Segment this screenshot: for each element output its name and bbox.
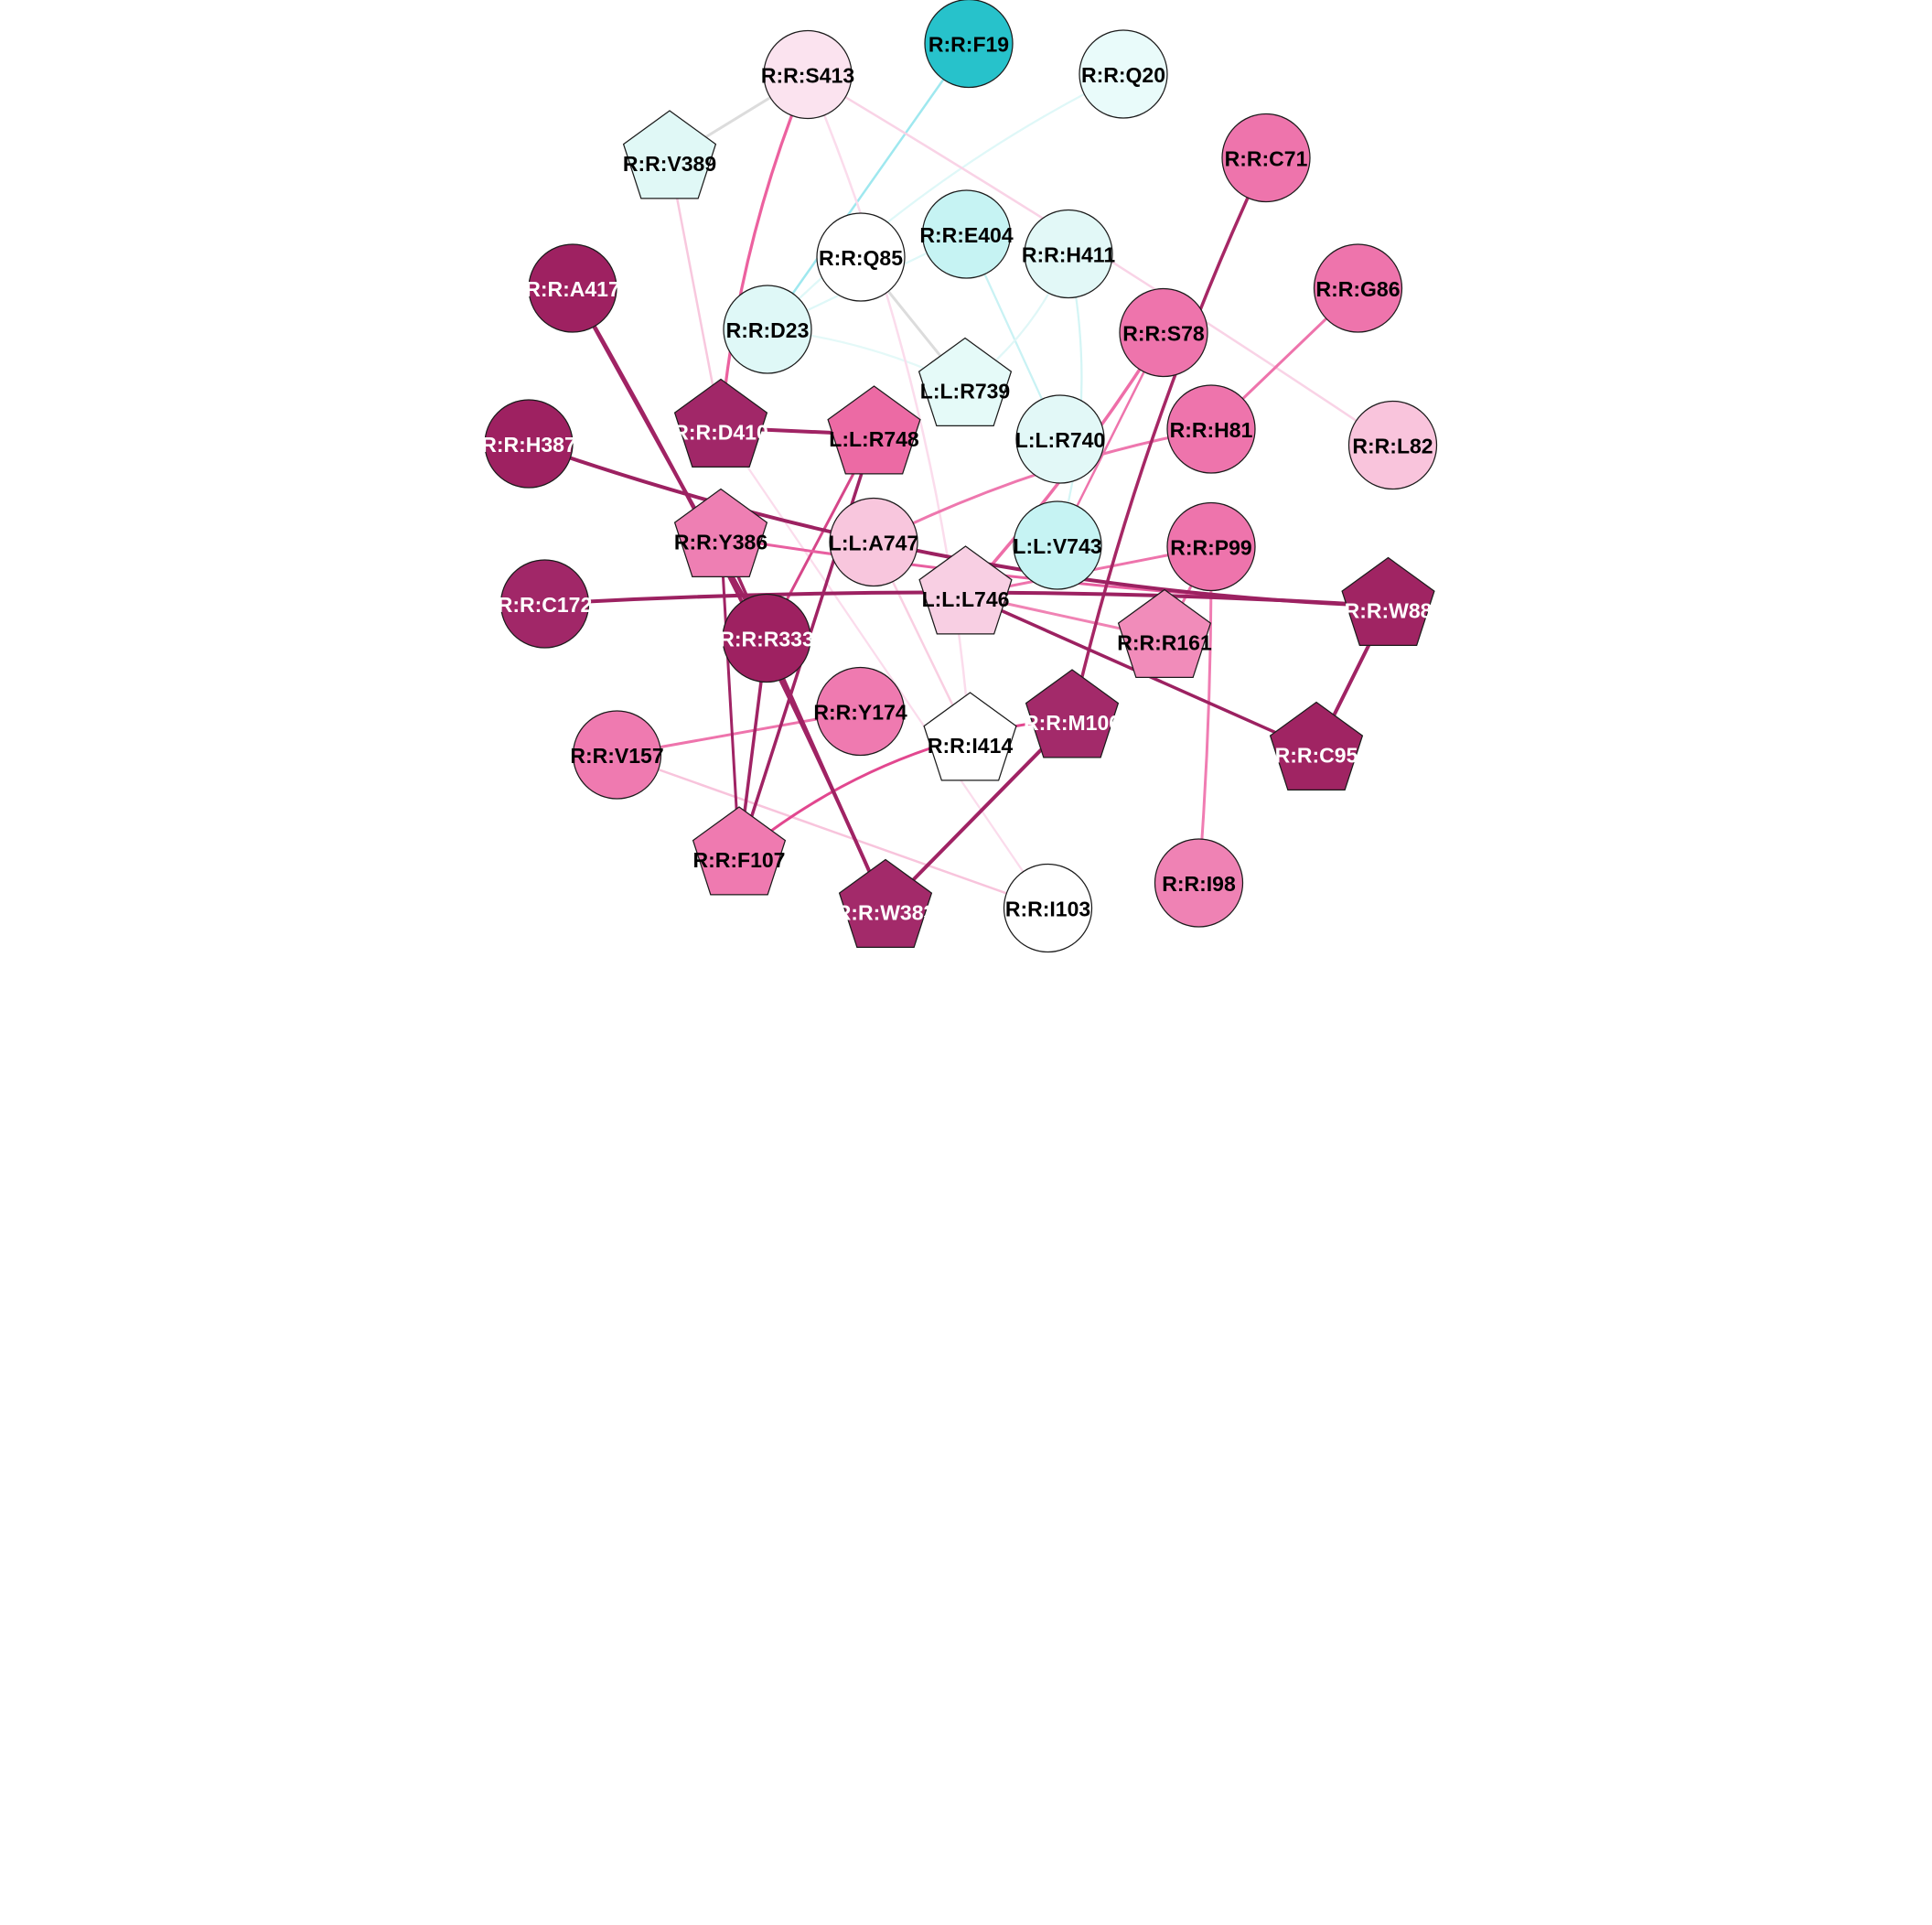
node-shape-R739 [918, 337, 1013, 427]
node-shape-S78 [1119, 287, 1208, 378]
node-D23: R:R:D23 [723, 285, 812, 374]
node-shape-C172 [499, 559, 590, 649]
node-shape-Y386 [673, 488, 768, 578]
edge-C71-M106 [1070, 156, 1268, 720]
node-G86: R:R:G86 [1313, 243, 1403, 333]
node-shape-I98 [1154, 838, 1244, 928]
node-F19: R:R:F19 [924, 0, 1014, 89]
node-shape-P99 [1166, 501, 1256, 592]
node-shape-C95 [1269, 701, 1364, 791]
network-figure: R:R:S413 R:R:F19 R:R:Q20 R:R:V389 R:R:C71 R:R… [483, 0, 1449, 962]
node-shape-A747 [829, 497, 918, 587]
edge-Y386-W383 [719, 535, 887, 910]
edge-V157-I103 [616, 753, 1049, 909]
node-S78: R:R:S78 [1119, 287, 1208, 378]
node-shape-E404 [921, 189, 1012, 279]
node-shape-R161 [1117, 588, 1212, 679]
node-shape-G86 [1313, 243, 1403, 333]
node-shape-H387 [484, 399, 574, 489]
node-shape-H411 [1024, 209, 1113, 299]
node-shape-D23 [723, 285, 812, 374]
node-L82: R:R:L82 [1347, 400, 1438, 490]
node-H411: R:R:H411 [1022, 209, 1115, 299]
node-S413: R:R:S413 [761, 29, 854, 120]
node-V157: R:R:V157 [570, 710, 664, 800]
node-shape-F107 [692, 806, 787, 896]
node-F107: R:R:F107 [692, 806, 787, 896]
edge-S413-D410 [719, 72, 810, 430]
node-R161: R:R:R161 [1117, 588, 1212, 679]
node-R740: L:L:R740 [1015, 394, 1105, 484]
edge-P99-I98 [1197, 545, 1213, 885]
node-shape-L82 [1347, 400, 1438, 490]
node-H387: R:R:H387 [483, 399, 576, 489]
node-shape-F19 [924, 0, 1014, 89]
node-R748: L:L:R748 [827, 385, 921, 475]
node-shape-Q85 [816, 212, 906, 302]
node-P99: R:R:P99 [1166, 501, 1256, 592]
node-Q85: R:R:Q85 [816, 212, 906, 302]
node-shape-R740 [1015, 394, 1105, 484]
node-A417: R:R:A417 [525, 243, 620, 333]
node-shape-W383 [838, 858, 933, 949]
node-A747: L:L:A747 [829, 497, 918, 587]
node-I98: R:R:I98 [1154, 838, 1244, 928]
node-shape-V389 [622, 110, 717, 199]
node-shape-D410 [673, 378, 768, 468]
edge-D410-I103 [719, 426, 1049, 909]
node-shape-C71 [1221, 113, 1311, 203]
node-shape-R333 [722, 593, 811, 683]
node-shape-L746 [918, 545, 1013, 635]
node-shape-V743 [1013, 500, 1102, 590]
edge-S413-I414 [806, 73, 971, 743]
edge-F19-D23 [766, 42, 971, 331]
node-shape-M106 [1025, 669, 1120, 758]
node-V389: R:R:V389 [622, 110, 717, 199]
node-shape-I103 [1003, 863, 1093, 953]
node-shape-H81 [1166, 384, 1256, 474]
node-R739: L:L:R739 [918, 337, 1013, 427]
edge-F107-M106 [737, 716, 1074, 857]
node-Q20: R:R:Q20 [1079, 29, 1168, 119]
node-shape-S413 [763, 29, 853, 120]
node-M106: R:R:M106 [1024, 669, 1121, 758]
node-shape-R748 [827, 385, 921, 475]
node-C95: R:R:C95 [1269, 701, 1364, 791]
node-shape-V157 [572, 710, 662, 800]
node-E404: R:R:E404 [919, 189, 1014, 279]
node-shape-W88 [1341, 556, 1435, 647]
node-shape-Y174 [815, 666, 906, 757]
edge-Q20-D23 [766, 72, 1125, 331]
node-V743: L:L:V743 [1013, 500, 1102, 590]
node-shape-Q20 [1079, 29, 1168, 119]
node-shape-I414 [923, 692, 1017, 781]
node-I414: R:R:I414 [923, 692, 1017, 781]
node-shape-A417 [528, 243, 617, 333]
node-D410: R:R:D410 [673, 378, 768, 468]
node-C172: R:R:C172 [498, 559, 592, 649]
node-C71: R:R:C71 [1221, 113, 1311, 203]
node-Y386: R:R:Y386 [673, 488, 768, 578]
node-H81: R:R:H81 [1166, 384, 1256, 474]
node-I103: R:R:I103 [1003, 863, 1093, 953]
node-W88: R:R:W88 [1341, 556, 1435, 647]
